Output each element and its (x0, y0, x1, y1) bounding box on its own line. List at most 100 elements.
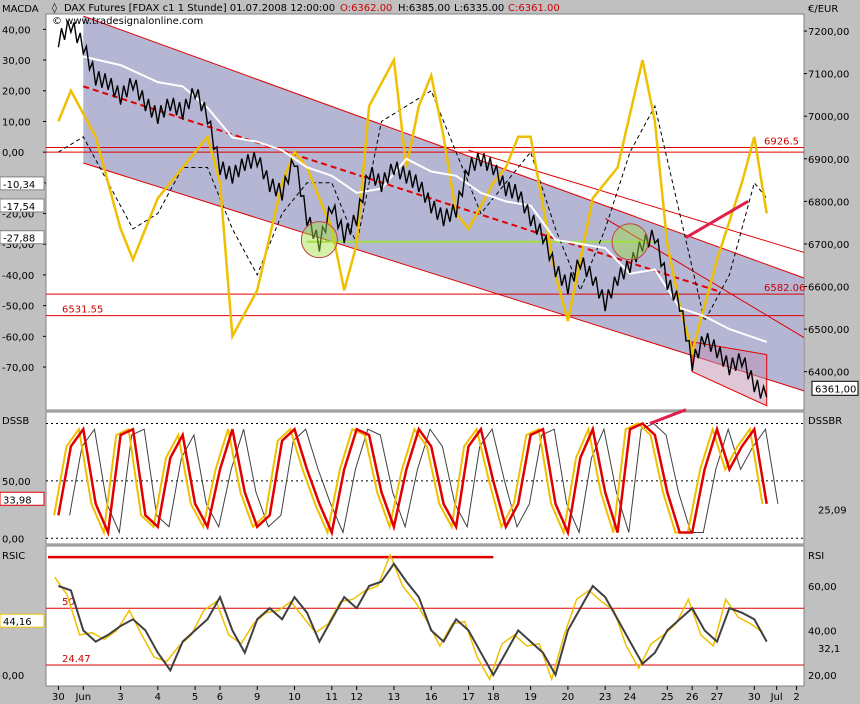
macd-value-box (0, 176, 45, 191)
x-tick-label: 13 (388, 692, 401, 703)
channel-mid-dashed (82, 85, 718, 292)
rsi-right-tick-label: 40,00 (808, 626, 837, 637)
x-tick-label: 5 (192, 692, 198, 703)
rsi-right-value-label: 32,1 (818, 644, 840, 655)
macd-tick-label: 10,00 (2, 117, 31, 128)
macd-tick-label: -50,00 (2, 302, 34, 313)
inner-trend-line (604, 217, 805, 339)
macd-tick-label: 0,00 (2, 148, 24, 159)
x-tick-label: 30 (748, 692, 761, 703)
main-panel-layer: 6926.5 6582.06 6531.55 40,00 30,00 20,00 10,00… (0, 15, 859, 407)
x-axis-layer: 30 Jun 3 4 5 6 9 10 11 12 13 16 17 18 19 20 23 24 25 26 27 30… (52, 686, 800, 703)
x-tick-label: 23 (599, 692, 612, 703)
macd-tick-label: -30,00 (2, 240, 34, 251)
price-tick-label: 7000,00 (808, 112, 849, 123)
rsi-gray-line (58, 562, 768, 678)
instrument-icon: ◊ (52, 2, 57, 14)
price-line (57, 20, 768, 399)
dss-red-line (57, 422, 768, 538)
macd-value-box (0, 198, 45, 213)
macd-yellow-line (57, 55, 768, 357)
x-tick-label: Jun (74, 692, 91, 703)
regression-channel-band (83, 16, 804, 391)
x-tick-label: 30 (52, 692, 65, 703)
x-tick-label: 3 (117, 692, 123, 703)
highlight-circle (611, 223, 649, 261)
price-tick-label: 7100,00 (808, 70, 849, 81)
rsi-left-value-box (0, 613, 45, 628)
current-price-label: 6361,00 (815, 384, 856, 395)
rsi-panel-layer: 50 24.47 0,00 44,16 60,00 40,00 20,00 32,1 (0, 552, 840, 682)
dss-left-axis-label: DSSB (2, 416, 29, 427)
rsi-level-low-label: 24.47 (62, 654, 91, 665)
x-tick-label: 20 (562, 692, 575, 703)
price-tick-label: 6800,00 (808, 197, 849, 208)
rsi-left-value-label: 44,16 (3, 617, 32, 628)
horizontal-level-label: 6582.06 (764, 283, 805, 294)
price-tick-label: 6700,00 (808, 240, 849, 251)
x-tick-label: 17 (462, 692, 475, 703)
rsi-right-tick-label: 20,00 (808, 671, 837, 682)
channel-lower-line (83, 162, 805, 392)
horizontal-level-label: 6926.5 (764, 136, 799, 147)
macd-value-label: -10,34 (3, 180, 35, 191)
dss-tick-label: 0,00 (2, 534, 24, 545)
x-tick-label: 26 (686, 692, 699, 703)
horizontal-level-label: 6531.55 (62, 305, 103, 316)
price-tick-label: 6900,00 (808, 155, 849, 166)
ohlc-high: H:6385.00 (398, 3, 450, 14)
x-tick-label: 9 (254, 692, 260, 703)
dss-arrow-annotation (649, 408, 687, 425)
ohlc-close: C:6361.00 (508, 3, 560, 14)
watermark: © www.tradesignalonline.com (52, 16, 203, 27)
x-tick-label: 4 (155, 692, 161, 703)
dss-left-value-label: 33,98 (3, 495, 32, 506)
rsi-yellow-line (54, 552, 764, 682)
macd-value-box (0, 230, 45, 245)
rsi-right-tick-label: 60,00 (808, 582, 837, 593)
instrument-title: DAX Futures [FDAX c1 1 Stunde] 01.07.200… (64, 3, 335, 14)
main-right-axis-label: €/EUR (808, 4, 838, 15)
x-tick-label: 10 (288, 692, 301, 703)
highlight-circle (300, 221, 338, 259)
macd-tick-label: -20,00 (2, 210, 34, 221)
current-price-box (811, 380, 859, 396)
x-tick-label: Jul (770, 692, 783, 703)
rsi-right-axis-label: RSI (808, 551, 824, 562)
x-tick-label: 19 (524, 692, 537, 703)
macd-signal-dashed-line (58, 89, 768, 323)
x-tick-label: 25 (661, 692, 674, 703)
dss-panel-layer: 50,00 0,00 33,98 25,09 (0, 408, 847, 545)
x-tick-label: 12 (350, 692, 363, 703)
x-tick-label: 11 (325, 692, 338, 703)
x-tick-label: 16 (425, 692, 438, 703)
macd-value-label: -27,88 (3, 234, 35, 245)
macd-value-label: -17,54 (3, 202, 35, 213)
dss-gray-line (69, 422, 779, 535)
macd-tick-label: -40,00 (2, 271, 34, 282)
x-tick-label: 6 (217, 692, 223, 703)
price-tick-label: 6500,00 (808, 325, 849, 336)
rsi-level-50-label: 50 (62, 597, 75, 608)
rsi-left-axis-label: RSIC (2, 551, 25, 562)
dss-yellow-line (53, 422, 764, 537)
x-tick-label: 27 (711, 692, 724, 703)
x-tick-label: 18 (487, 692, 500, 703)
price-tick-label: 6400,00 (808, 368, 849, 379)
macd-tick-label: 30,00 (2, 56, 31, 67)
macd-tick-label: -70,00 (2, 363, 34, 374)
macd-tick-label: 40,00 (2, 25, 31, 36)
main-left-axis-label: MACDA (2, 4, 39, 15)
dss-tick-label: 50,00 (2, 477, 31, 488)
x-tick-label: 24 (624, 692, 637, 703)
price-tick-label: 6600,00 (808, 283, 849, 294)
rsi-left-tick-label: 0,00 (2, 671, 24, 682)
macd-tick-label: -60,00 (2, 332, 34, 343)
dss-right-axis-label: DSSBR (808, 416, 842, 427)
ohlc-open: O:6362.00 (340, 3, 392, 14)
dss-left-value-box (0, 491, 45, 506)
macd-tick-label: 20,00 (2, 87, 31, 98)
upper-trend-line (468, 149, 805, 253)
dss-right-value-label: 25,09 (818, 505, 847, 516)
